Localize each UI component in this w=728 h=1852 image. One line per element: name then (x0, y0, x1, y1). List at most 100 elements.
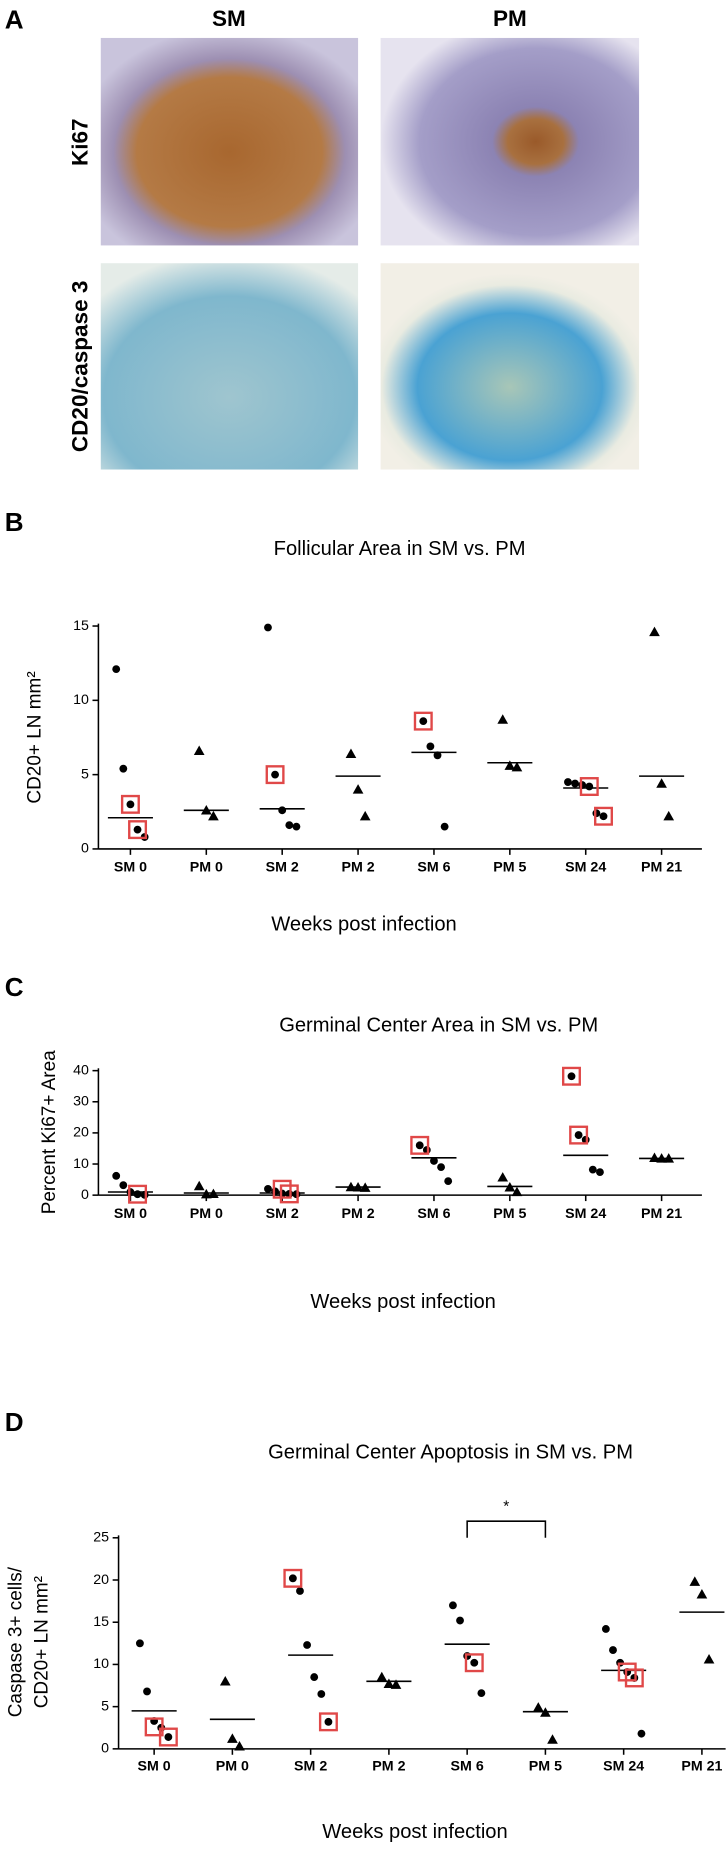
data-point (278, 806, 287, 815)
y-tick-label: 10 (73, 1156, 89, 1172)
data-point (271, 1187, 279, 1196)
highlight-box (265, 765, 285, 785)
data-point (303, 1641, 312, 1649)
x-tick-label: PM 0 (216, 1758, 249, 1774)
data-point (164, 1733, 173, 1741)
column-label: PM (493, 6, 527, 31)
data-point (571, 779, 579, 788)
data-point (463, 1652, 472, 1660)
data-point (601, 1625, 610, 1633)
highlight-box (128, 820, 148, 840)
y-axis-label: Caspase 3+ cells/ (6, 1566, 27, 1717)
data-point (208, 810, 219, 821)
highlight-box (624, 1668, 644, 1688)
x-axis-label: Weeks post infection (322, 1821, 507, 1843)
data-point (504, 760, 516, 770)
y-tick-label: 25 (93, 1530, 109, 1546)
micrograph (380, 37, 640, 246)
highlight-box (594, 806, 613, 826)
data-point (656, 778, 667, 788)
data-point (567, 1072, 576, 1081)
data-point (264, 623, 272, 632)
data-point (532, 1702, 544, 1712)
x-tick-label: PM 21 (641, 860, 682, 876)
data-point (310, 1673, 319, 1682)
data-point (390, 1679, 402, 1689)
data-point (317, 1690, 326, 1698)
x-tick-label: PM 2 (341, 860, 374, 876)
x-tick-label: PM 21 (681, 1758, 722, 1774)
data-point (271, 770, 279, 779)
x-axis-label: Weeks post infection (271, 914, 456, 936)
x-tick-label: SM 24 (603, 1758, 644, 1774)
data-point (288, 1574, 297, 1583)
x-tick-label: PM 5 (493, 1206, 526, 1222)
x-tick-label: SM 24 (565, 1206, 606, 1222)
y-tick-label: 30 (73, 1094, 89, 1110)
data-point (383, 1678, 395, 1688)
data-point (433, 751, 442, 760)
y-axis-label: CD20+ LN mm² (25, 671, 46, 803)
x-tick-label: PM 5 (529, 1758, 562, 1774)
data-point (456, 1616, 464, 1625)
panel-letter: B (5, 507, 24, 537)
data-point (126, 800, 135, 809)
highlight-box (279, 1184, 299, 1204)
data-point (599, 812, 608, 821)
y-tick-label: 10 (73, 692, 89, 708)
data-point (143, 1687, 151, 1696)
data-point (585, 782, 594, 791)
y-tick-label: 0 (81, 841, 89, 857)
data-point (574, 1131, 583, 1139)
data-point (112, 1171, 121, 1180)
y-tick-label: 15 (73, 618, 89, 634)
data-point (119, 764, 128, 773)
data-point (696, 1589, 708, 1599)
x-tick-label: SM 2 (266, 860, 299, 876)
data-point (112, 665, 121, 674)
data-point (470, 1658, 479, 1667)
y-tick-label: 0 (81, 1187, 89, 1203)
data-point (376, 1671, 388, 1682)
x-tick-label: SM 6 (417, 860, 450, 876)
data-point (564, 778, 572, 786)
x-tick-label: SM 2 (266, 1206, 299, 1222)
data-point (359, 810, 371, 821)
y-tick-label: 15 (93, 1614, 109, 1630)
data-point (596, 1168, 604, 1177)
data-point (547, 1734, 558, 1744)
highlight-box (158, 1727, 178, 1747)
data-point (426, 742, 435, 751)
x-tick-label: PM 2 (372, 1758, 405, 1774)
x-tick-label: SM 2 (294, 1758, 327, 1774)
x-tick-label: PM 5 (493, 860, 526, 876)
panel-letter: D (5, 1407, 24, 1437)
y-tick-label: 0 (101, 1741, 109, 1757)
data-point (345, 748, 357, 758)
data-point (497, 1172, 509, 1182)
data-point (703, 1654, 715, 1664)
data-point (689, 1576, 701, 1586)
panel-letter: C (5, 972, 24, 1002)
data-point (497, 714, 509, 724)
data-point (285, 821, 294, 830)
data-point (193, 1180, 205, 1191)
y-tick-label: 20 (73, 1125, 89, 1141)
significance-label: * (503, 1499, 509, 1516)
data-point (234, 1740, 245, 1751)
data-point (511, 761, 523, 772)
highlight-box (464, 1653, 484, 1673)
data-point (588, 1165, 597, 1174)
significance-bracket (466, 1520, 547, 1538)
panel-letter: A (5, 4, 24, 34)
x-axis-label: Weeks post infection (310, 1291, 495, 1313)
data-point (449, 1601, 457, 1610)
data-point (663, 810, 675, 821)
data-point (264, 1185, 272, 1193)
data-point (292, 822, 301, 831)
data-point (592, 809, 601, 818)
x-tick-label: SM 6 (451, 1758, 484, 1774)
row-label: Ki67 (68, 118, 93, 166)
data-point (637, 1729, 646, 1738)
highlight-box (318, 1712, 338, 1732)
